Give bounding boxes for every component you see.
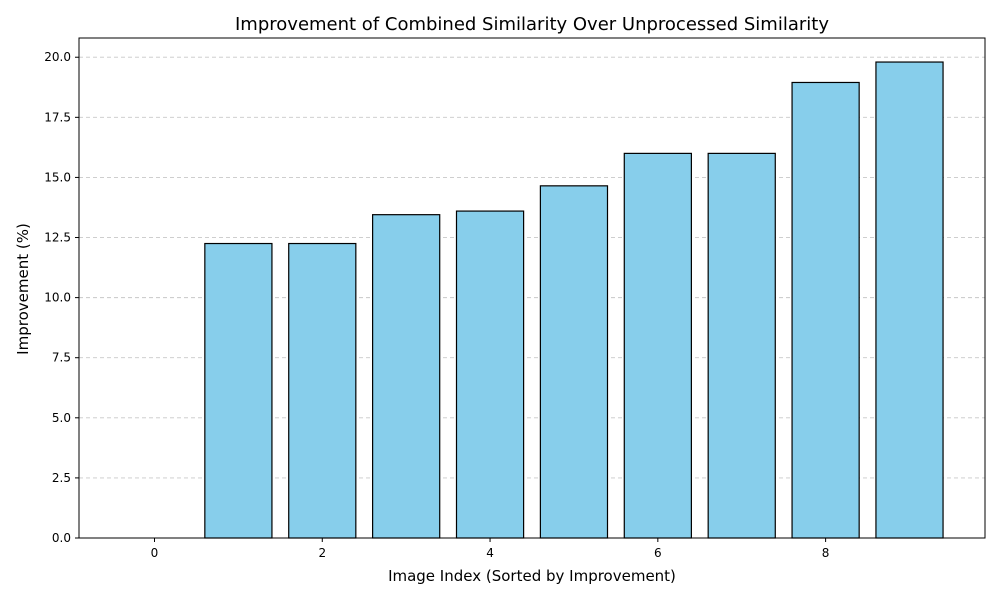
bar-2 [288, 242, 357, 539]
x-tick-label-3: 6 [654, 546, 662, 560]
x-tick-label-1: 2 [318, 546, 326, 560]
bar-7 [707, 152, 776, 539]
y-tick-label-6: 15.0 [44, 170, 71, 184]
y-tick-label-4: 10.0 [44, 291, 71, 305]
y-tick-label-5: 12.5 [44, 231, 71, 245]
bar-3 [372, 214, 441, 539]
axes [78, 37, 986, 539]
y-tick-label-0: 0.0 [52, 531, 71, 545]
x-tick-label-4: 8 [822, 546, 830, 560]
ticks: 0 2 4 6 8 0.0 2.5 5.0 7.5 10.0 12.5 15.0 17.5 20.0 [44, 50, 829, 560]
bar-5 [539, 185, 609, 539]
bar-6 [623, 152, 692, 539]
bars [204, 61, 944, 539]
plot-frame [78, 37, 986, 539]
y-tick-label-3: 7.5 [52, 351, 71, 365]
y-tick-label-8: 20.0 [44, 50, 71, 64]
bar-8 [791, 81, 860, 539]
y-tick-label-1: 2.5 [52, 471, 71, 485]
bar-1 [204, 242, 273, 539]
x-tick-label-0: 0 [151, 546, 159, 560]
chart-title: Improvement of Combined Similarity Over … [235, 14, 829, 35]
y-axis-label: Improvement (%) [14, 223, 32, 355]
y-tick-label-7: 17.5 [44, 110, 71, 124]
bar-4 [455, 210, 525, 539]
x-axis-label: Image Index (Sorted by Improvement) [388, 567, 676, 585]
bar-9 [875, 61, 944, 539]
y-tick-label-2: 5.0 [52, 411, 71, 425]
x-tick-label-2: 4 [486, 546, 494, 560]
